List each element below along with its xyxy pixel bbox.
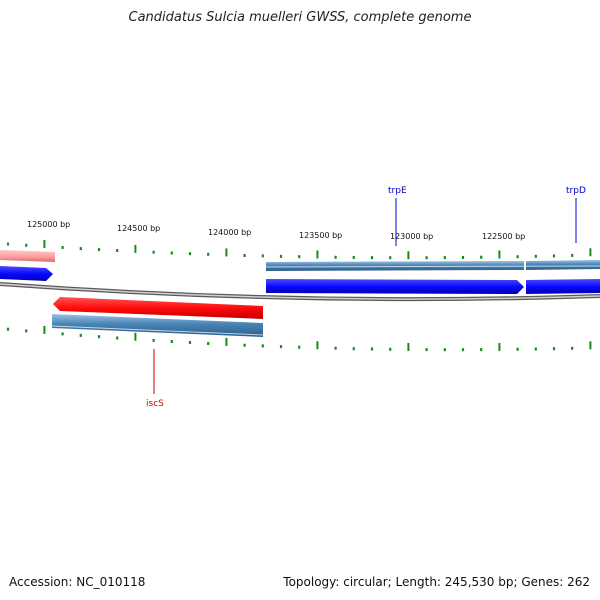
trpE-gene-arrow[interactable] — [266, 279, 524, 294]
forward-cds-band[interactable] — [266, 261, 524, 271]
gene-label-trpD[interactable]: trpD — [566, 186, 586, 196]
trpD-gene-arrow[interactable] — [526, 279, 600, 294]
position-label: 124500 bp — [117, 224, 160, 233]
iscS-gene-arrow[interactable] — [53, 297, 263, 319]
position-label: 123500 bp — [299, 231, 342, 240]
forward-gene-arrow[interactable] — [0, 266, 53, 281]
position-label: 122500 bp — [482, 232, 525, 241]
accession-text: Accession: NC_010118 — [9, 575, 146, 589]
position-label: 125000 bp — [27, 220, 70, 229]
position-label: 123000 bp — [390, 232, 433, 241]
position-ticks-bottom — [6, 325, 592, 352]
forward-cds-band[interactable] — [526, 260, 600, 270]
position-ticks-top — [6, 239, 592, 260]
reverse-cds-band[interactable] — [0, 250, 55, 262]
position-label: 124000 bp — [208, 228, 251, 237]
gene-label-iscS[interactable]: iscS — [146, 399, 164, 409]
reverse-cds-band[interactable] — [52, 314, 263, 337]
gene-label-trpE[interactable]: trpE — [388, 186, 407, 196]
map-title: Candidatus Sulcia muelleri GWSS, complet… — [128, 10, 472, 25]
genome-summary-text: Topology: circular; Length: 245,530 bp; … — [283, 575, 590, 589]
